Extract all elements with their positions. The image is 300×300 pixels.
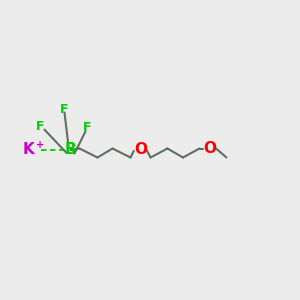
Text: O: O — [134, 142, 147, 158]
Text: +: + — [36, 140, 44, 150]
Text: F: F — [36, 119, 45, 133]
Text: K: K — [22, 142, 34, 158]
Text: O: O — [203, 141, 216, 156]
Text: B: B — [65, 142, 76, 158]
Text: F: F — [83, 121, 91, 134]
Text: F: F — [60, 103, 69, 116]
